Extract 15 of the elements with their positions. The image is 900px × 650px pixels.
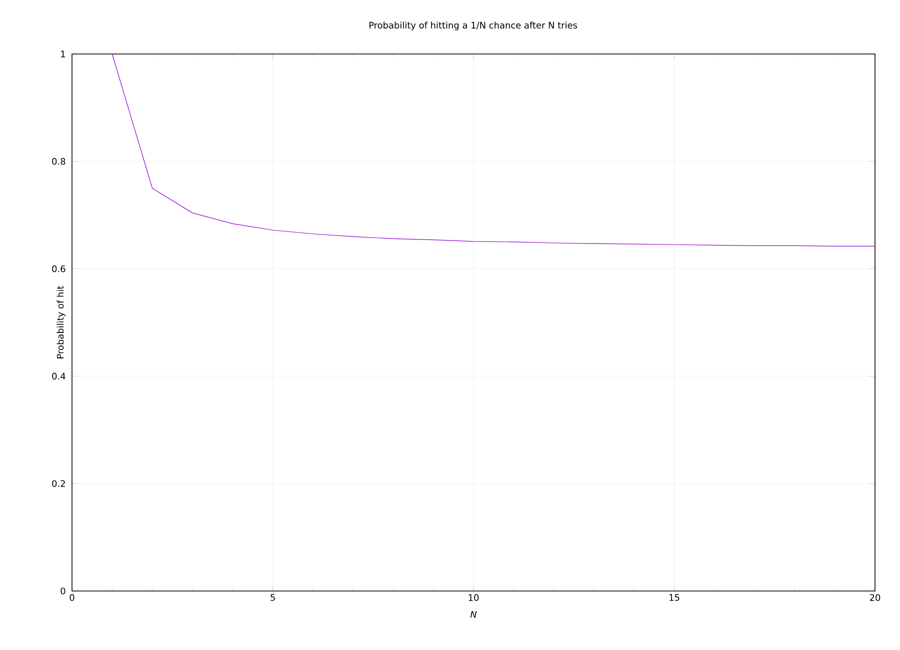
x-tick-label: 0 xyxy=(70,594,74,601)
chart-title: Probability of hitting a 1/N chance after N tries xyxy=(369,22,578,30)
x-axis-title: N xyxy=(470,611,477,618)
x-tick-label: 20 xyxy=(870,594,880,601)
x-tick-label: 10 xyxy=(468,594,479,601)
y-axis-title: Probability of hit xyxy=(56,286,66,358)
y-tick-label: 0.2 xyxy=(52,480,65,487)
y-tick-label: 0.8 xyxy=(52,158,66,165)
y-tick-label: 0.4 xyxy=(52,372,66,380)
x-tick-label: 15 xyxy=(670,594,680,601)
line-series xyxy=(112,54,876,247)
y-tick-label: 0 xyxy=(60,588,66,594)
x-tick-label: 5 xyxy=(270,594,275,601)
y-tick-label: 1 xyxy=(61,50,65,58)
y-tick-label: 0.6 xyxy=(52,265,66,272)
